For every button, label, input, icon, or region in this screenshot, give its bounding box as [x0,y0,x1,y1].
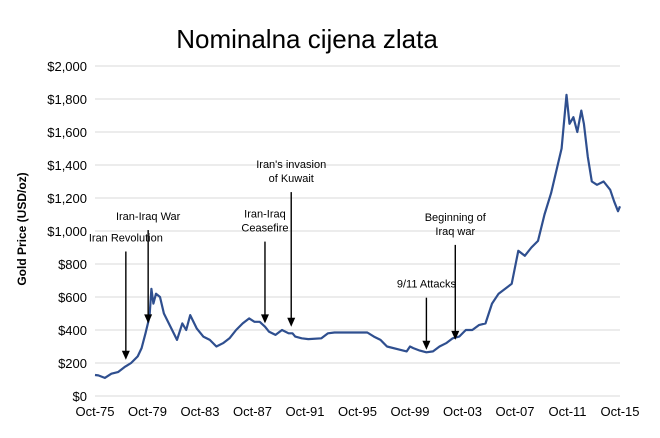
annotation: Beginning of Iraq war [425,212,487,340]
x-tick-label: Oct-87 [233,404,272,419]
annotation-label: 9/11 Attacks [397,279,457,291]
annotation-label: Ceasefire [241,223,288,235]
arrowhead-icon [260,314,269,324]
annotation: Iran-Iraq War [116,211,181,324]
annotations: Iran Revolution Iran-Iraq War Iran-Iraq Cea… [89,159,487,360]
y-axis-ticks: $0 $200 $400 $600 $800 $1,000 $1,200 $1,400 $1,6… [47,59,87,404]
annotation: 9/11 Attacks [397,279,457,350]
series-layer [94,93,622,379]
y-tick-label: $800 [58,257,87,272]
x-axis-ticks: Oct-75 Oct-79 Oct-83 Oct-87 Oct-91 Oct-95 Oct-… [75,404,639,419]
y-tick-label: $2,000 [47,59,87,74]
annotation: Iran-Iraq Ceasefire [241,209,289,324]
arrowhead-icon [422,340,431,350]
y-tick-label: $1,200 [47,191,87,206]
annotation: Iran's invasion of Kuwait [256,159,326,327]
arrowhead-icon [144,314,153,324]
y-tick-label: $1,800 [47,92,87,107]
y-tick-label: $1,000 [47,224,87,239]
arrowhead-icon [121,350,130,360]
x-tick-label: Oct-95 [338,404,377,419]
y-tick-label: $1,400 [47,158,87,173]
annotation-label: Iran-Iraq [244,209,286,221]
annotation-label: Iran Revolution [89,233,163,245]
annotation-label: Beginning of [425,212,487,224]
x-tick-label: Oct-15 [600,404,639,419]
x-tick-label: Oct-11 [548,404,586,419]
annotation-label: Iran-Iraq War [116,211,181,223]
arrowhead-icon [451,330,460,340]
annotation-label: Iraq war [435,226,475,238]
series-line [94,93,622,379]
chart-title: Nominalna cijena zlata [176,24,438,54]
y-tick-label: $1,600 [47,125,87,140]
annotation-label: Iran's invasion [256,159,326,171]
x-tick-label: Oct-91 [285,404,324,419]
y-tick-label: $200 [58,356,87,371]
y-tick-label: $0 [73,389,87,404]
y-tick-label: $600 [58,290,87,305]
x-tick-label: Oct-83 [180,404,219,419]
x-tick-label: Oct-07 [495,404,534,419]
x-tick-label: Oct-03 [443,404,482,419]
arrowhead-icon [287,317,296,327]
annotation: Iran Revolution [89,233,163,360]
y-axis-label: Gold Price (USD/oz) [15,172,29,285]
x-tick-label: Oct-79 [128,404,167,419]
annotation-label: of Kuwait [269,173,314,185]
x-tick-label: Oct-99 [390,404,429,419]
y-tick-label: $400 [58,323,87,338]
x-tick-label: Oct-75 [75,404,114,419]
gridlines [95,65,620,397]
